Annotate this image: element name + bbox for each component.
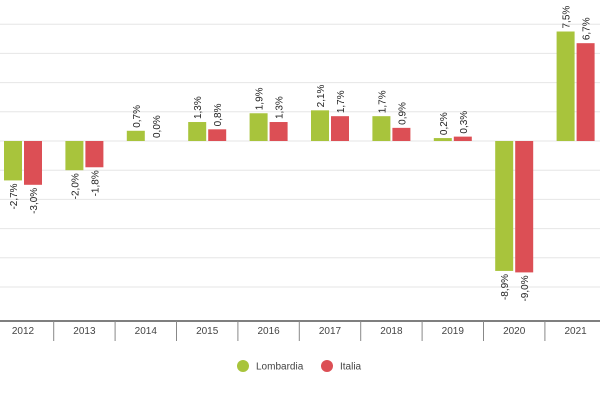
data-label: 1,3%: [193, 96, 204, 119]
bar-lombardia: [311, 110, 329, 141]
data-label: -8,9%: [500, 274, 511, 300]
bar-lombardia: [65, 141, 84, 171]
legend-label: Lombardia: [256, 362, 304, 373]
legend: Lombardia Italia: [237, 360, 362, 373]
x-tick-label: 2016: [257, 326, 280, 337]
data-label: 1,3%: [275, 96, 286, 119]
data-label: 0,0%: [152, 115, 163, 138]
bar-lombardia: [126, 130, 145, 141]
bar-lombardia: [372, 116, 391, 141]
bar-italia: [453, 136, 472, 141]
data-label: 1,7%: [377, 90, 388, 113]
data-label: 0,8%: [213, 103, 224, 126]
x-tick-label: 2017: [319, 326, 342, 337]
x-tick-label: 2015: [196, 326, 219, 337]
data-label: 6,7%: [582, 17, 593, 40]
data-label: 2,1%: [316, 84, 327, 107]
x-tick-label: 2018: [380, 326, 403, 337]
x-tick-label: 2012: [12, 326, 35, 337]
legend-swatch-lombardia: [237, 360, 249, 372]
bar-italia: [392, 127, 411, 141]
bar-italia: [24, 141, 42, 185]
data-label: 0,9%: [397, 102, 408, 125]
legend-swatch-italia: [321, 360, 333, 372]
bar-italia: [576, 43, 595, 141]
bar-lombardia: [249, 113, 268, 141]
data-label: 0,7%: [132, 105, 143, 128]
bar-italia: [331, 116, 349, 141]
bar-lombardia: [556, 31, 575, 141]
data-label: -3,0%: [29, 188, 40, 214]
x-tick-label: 2021: [564, 326, 587, 337]
data-label: 0,2%: [439, 112, 450, 135]
data-label: 0,3%: [459, 111, 470, 134]
data-label: 1,7%: [336, 90, 347, 113]
x-tick-label: 2014: [135, 326, 158, 337]
data-label: -2,7%: [9, 183, 20, 209]
data-label: -1,8%: [90, 170, 101, 196]
data-label: -9,0%: [520, 275, 531, 301]
bar-italia: [85, 141, 104, 168]
x-tick-label: 2013: [73, 326, 96, 337]
data-label: 7,5%: [562, 6, 573, 29]
bar-italia: [269, 122, 288, 141]
legend-label: Italia: [340, 362, 362, 373]
bar-italia: [515, 141, 534, 273]
data-label: -2,0%: [70, 173, 81, 199]
bar-lombardia: [188, 122, 207, 141]
x-tick-label: 2020: [503, 326, 526, 337]
bar-lombardia: [495, 141, 514, 271]
x-tick-label: 2019: [442, 326, 465, 337]
data-label: 1,9%: [255, 87, 266, 110]
bar-lombardia: [4, 141, 22, 181]
bar-lombardia: [433, 138, 452, 141]
bar-italia: [208, 129, 227, 141]
